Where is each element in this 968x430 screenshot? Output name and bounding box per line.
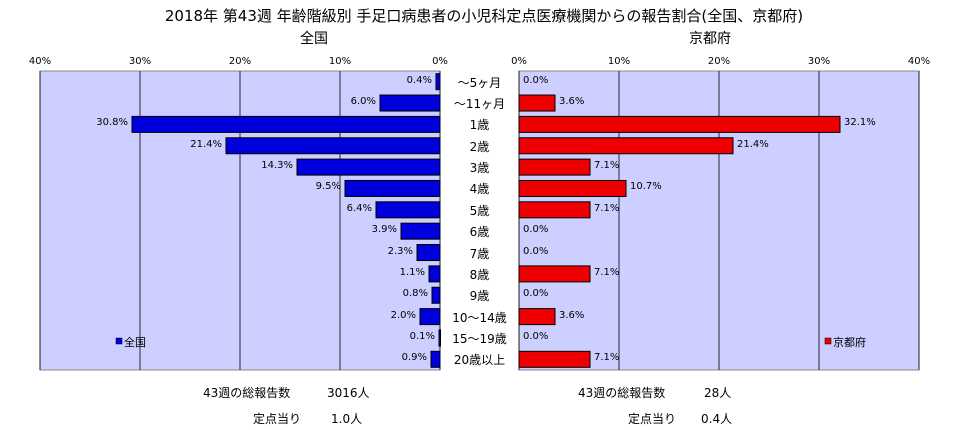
category-label: 20歳以上: [453, 353, 506, 368]
kyoto-bar-label: 21.4%: [737, 138, 769, 150]
kyoto-bar: [518, 179, 627, 197]
kyoto-bar: [518, 158, 591, 176]
category-label: 2歳: [469, 139, 490, 154]
kyoto-bar-label: 0.0%: [523, 245, 549, 257]
national-bar-label: 1.1%: [399, 266, 425, 278]
kyoto-per-value: 0.4人: [701, 412, 733, 426]
national-bar-label: 0.4%: [406, 74, 432, 86]
kyoto-bar-label: 3.6%: [559, 309, 585, 321]
kyoto-bar: [518, 308, 556, 326]
kyoto-bar-label: 7.1%: [594, 352, 620, 364]
kyoto-tick-label: 30%: [807, 56, 831, 67]
category-label: 8歳: [469, 267, 490, 282]
category-label: 1歳: [469, 118, 490, 133]
category-label: 7歳: [469, 246, 490, 261]
kyoto-bar: [518, 115, 841, 133]
kyoto-bar-label: 7.1%: [594, 266, 620, 278]
category-label: 10～14歳: [452, 310, 507, 325]
kyoto-bar-label: 3.6%: [559, 96, 585, 108]
national-bar-label: 2.0%: [390, 309, 416, 321]
kyoto-bar-label: 7.1%: [594, 160, 620, 172]
kyoto-bar-label: 0.0%: [523, 224, 549, 236]
kyoto-tick-label: 40%: [907, 56, 931, 67]
national-bar-label: 2.3%: [387, 245, 413, 257]
national-bar: [225, 137, 441, 155]
national-per-label: 定点当り: [253, 412, 302, 426]
national-bar-label: 0.9%: [401, 352, 427, 364]
category-label: 5歳: [469, 203, 490, 218]
national-bar: [430, 350, 441, 368]
national-tick-label: 40%: [28, 56, 52, 67]
national-bar-label: 6.4%: [346, 202, 372, 214]
kyoto-per-label: 定点当り: [628, 412, 677, 426]
national-bar: [296, 158, 441, 176]
kyoto-bar: [518, 350, 591, 368]
category-label: 9歳: [469, 289, 490, 304]
national-tick-label: 30%: [128, 56, 152, 67]
category-label: 6歳: [469, 225, 490, 240]
national-bar: [416, 244, 441, 262]
kyoto-bar-label: 7.1%: [594, 202, 620, 214]
national-tick-label: 10%: [328, 56, 352, 67]
national-tick-label: 0%: [432, 56, 448, 67]
national-total-label: 43週の総報告数: [203, 386, 291, 400]
national-panel-title: 全国: [300, 31, 328, 47]
national-bar: [419, 308, 441, 326]
kyoto-tick-label: 0%: [511, 56, 527, 67]
kyoto-bar: [518, 265, 591, 283]
national-bar: [435, 73, 441, 91]
kyoto-bar-label: 10.7%: [630, 181, 662, 193]
national-bar: [344, 179, 441, 197]
kyoto-bar: [518, 94, 556, 112]
kyoto-tick-label: 20%: [707, 56, 731, 67]
kyoto-bar-label: 32.1%: [844, 117, 876, 129]
national-bar-label: 0.1%: [409, 330, 435, 342]
national-bar-label: 14.3%: [261, 160, 293, 172]
national-bar: [400, 222, 441, 240]
national-bar: [375, 201, 441, 219]
national-bar: [131, 115, 441, 133]
national-legend-swatch: [115, 337, 123, 345]
kyoto-legend-swatch: [824, 337, 832, 345]
national-per-value: 1.0人: [331, 412, 363, 426]
kyoto-bar-label: 0.0%: [523, 74, 549, 86]
category-label: 4歳: [469, 182, 490, 197]
chart-title: 2018年 第43週 年齢階級別 手足口病患者の小児科定点医療機関からの報告割合…: [164, 7, 804, 25]
national-bar: [431, 286, 441, 304]
national-bar-label: 6.0%: [350, 96, 376, 108]
kyoto-bar: [518, 201, 591, 219]
national-total-value: 3016人: [327, 386, 370, 400]
national-bar-label: 0.8%: [402, 288, 428, 300]
kyoto-bar-label: 0.0%: [523, 288, 549, 300]
national-legend-label: 全国: [124, 336, 146, 349]
kyoto-panel-title: 京都府: [689, 31, 731, 47]
category-label: 3歳: [469, 161, 490, 176]
category-label: ～11ヶ月: [453, 97, 506, 112]
national-bar: [379, 94, 441, 112]
national-tick-label: 20%: [228, 56, 252, 67]
kyoto-legend-label: 京都府: [833, 336, 866, 349]
national-bar-label: 9.5%: [315, 181, 341, 193]
category-label: 15～19歳: [452, 331, 507, 346]
national-bar-label: 3.9%: [371, 224, 397, 236]
national-bar: [428, 265, 441, 283]
category-label: ～5ヶ月: [457, 75, 502, 90]
national-bar: [438, 329, 441, 347]
kyoto-bar-label: 0.0%: [523, 330, 549, 342]
national-bar-label: 21.4%: [190, 138, 222, 150]
kyoto-tick-label: 10%: [607, 56, 631, 67]
kyoto-total-value: 28人: [704, 386, 732, 400]
national-bar-label: 30.8%: [96, 117, 128, 129]
kyoto-bar: [518, 137, 734, 155]
kyoto-total-label: 43週の総報告数: [578, 386, 666, 400]
